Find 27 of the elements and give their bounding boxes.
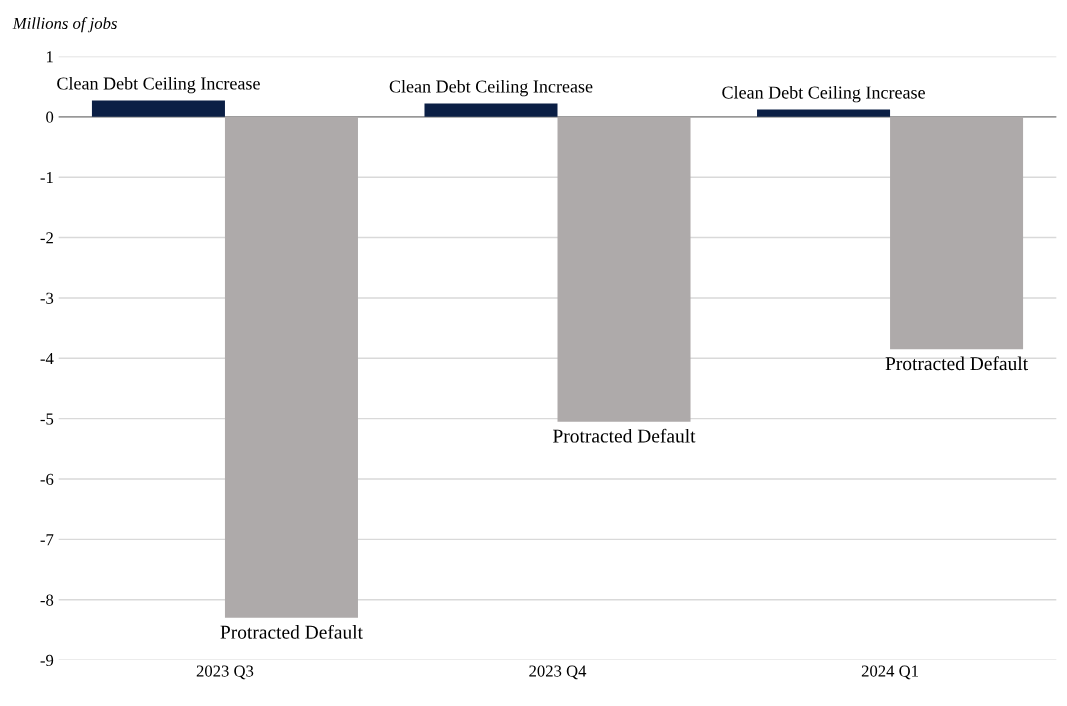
text: Protracted Default xyxy=(553,428,696,443)
x-tick-label: 2023 Q3 xyxy=(196,665,254,680)
y-tick-label: 1 xyxy=(46,51,53,63)
y-tick-label: -8 xyxy=(40,594,54,606)
bar xyxy=(424,103,558,117)
text: Clean Debt Ceiling Increase xyxy=(722,85,925,103)
y-tick-label: -1 xyxy=(40,171,53,183)
bar xyxy=(557,116,691,422)
y-axis-title: Millions of jobs xyxy=(12,17,117,33)
text: Clean Debt Ceiling Increase xyxy=(389,79,593,97)
series-label: Clean Debt Ceiling Increase xyxy=(57,76,260,94)
y-tick-label: -6 xyxy=(40,473,54,485)
bar xyxy=(91,100,225,117)
bar xyxy=(890,116,1024,350)
y-tick-label: -9 xyxy=(40,654,54,667)
series-label: Protracted Default xyxy=(220,624,363,639)
y-tick-label: -2 xyxy=(40,232,53,244)
text: Protracted Default xyxy=(885,356,1028,371)
y-tick-label: -3 xyxy=(40,292,54,304)
x-tick-label: 2024 Q1 xyxy=(861,665,918,680)
y-tick-label: -7 xyxy=(40,534,54,546)
y-tick-label: -5 xyxy=(40,413,54,425)
bar xyxy=(224,116,358,618)
y-tick-label: -4 xyxy=(40,353,54,365)
bar xyxy=(757,109,891,117)
x-tick-label: 2023 Q4 xyxy=(529,665,587,680)
y-tick-label: 0 xyxy=(46,111,54,123)
